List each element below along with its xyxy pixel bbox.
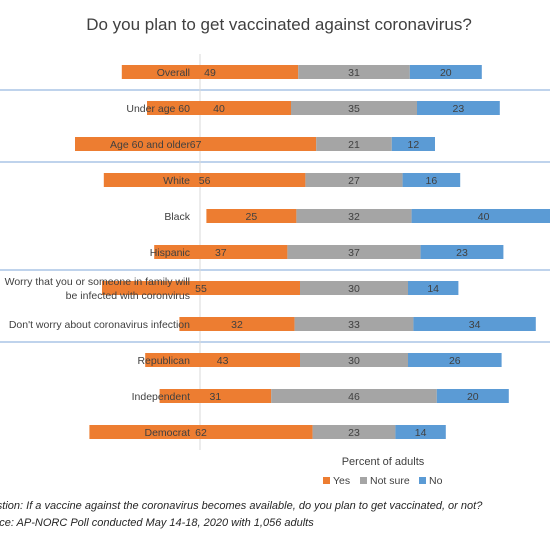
bar-yes	[89, 425, 313, 439]
bar-not-sure	[271, 389, 437, 403]
value-label-yes: 56	[199, 175, 211, 187]
value-label-not-sure: 21	[348, 139, 360, 151]
bar-not-sure	[312, 425, 396, 439]
value-label-yes: 67	[190, 139, 202, 151]
value-label-yes: 40	[213, 103, 225, 115]
category-label: Age 60 and older	[110, 139, 190, 151]
bar-not-sure	[300, 353, 408, 367]
value-label-yes: 32	[231, 319, 243, 331]
value-label-yes: 49	[204, 67, 216, 79]
bar-not-sure	[300, 281, 408, 295]
bar-not-sure	[294, 317, 414, 331]
category-label: Don't worry about coronavirus infection	[9, 319, 190, 331]
bar-yes	[147, 101, 291, 115]
value-label-yes: 31	[210, 391, 222, 403]
value-label-no: 23	[456, 247, 468, 259]
legend-label-yes: Yes	[333, 475, 350, 487]
group-dividers	[0, 89, 550, 343]
category-label: Black	[164, 211, 190, 223]
category-label: Worry that you or someone in family will	[5, 276, 190, 288]
value-label-yes: 55	[195, 283, 207, 295]
value-label-not-sure: 31	[348, 67, 360, 79]
value-label-yes: 37	[215, 247, 227, 259]
bar-yes	[75, 137, 317, 151]
value-label-not-sure: 23	[348, 427, 360, 439]
value-label-no: 23	[453, 103, 465, 115]
question-note: Question: If a vaccine against the coron…	[0, 500, 483, 512]
legend-title: Percent of adults	[342, 456, 425, 468]
value-label-yes: 62	[195, 427, 207, 439]
value-label-no: 20	[440, 67, 452, 79]
value-label-no: 20	[467, 391, 479, 403]
bar-no	[402, 173, 461, 187]
bar-not-sure	[296, 209, 412, 223]
bars: 49 31 20 40 35 23 67 21 12 56 27 16 25 32 40 37 37 23 55 30…	[75, 65, 550, 439]
category-label: be infected with coronvirus	[66, 290, 190, 302]
value-label-no: 26	[449, 355, 461, 367]
bar-no	[409, 65, 482, 79]
value-label-not-sure: 35	[348, 103, 360, 115]
value-label-no: 34	[469, 319, 481, 331]
value-label-yes: 43	[217, 355, 229, 367]
value-label-not-sure: 32	[348, 211, 360, 223]
category-label: Independent	[132, 391, 190, 403]
bar-no	[417, 101, 500, 115]
bar-no	[420, 245, 504, 259]
value-label-yes: 25	[246, 211, 258, 223]
category-label: Overall	[157, 67, 190, 79]
bar-no	[408, 281, 459, 295]
bar-not-sure	[298, 65, 410, 79]
bar-yes	[159, 389, 272, 403]
value-label-not-sure: 27	[348, 175, 360, 187]
bar-no	[413, 317, 536, 331]
chart-title: Do you plan to get vaccinated against co…	[86, 15, 472, 34]
value-label-no: 14	[415, 427, 427, 439]
bar-no	[395, 425, 446, 439]
bar-yes	[179, 317, 295, 331]
value-label-no: 16	[426, 175, 438, 187]
bar-no	[408, 353, 502, 367]
value-label-no: 14	[427, 283, 439, 295]
legend-swatch-not-sure	[360, 477, 367, 484]
bar-yes	[206, 209, 297, 223]
bar-no	[391, 137, 435, 151]
category-label: Under age 60	[126, 103, 190, 115]
legend-label-not-sure: Not sure	[370, 475, 410, 487]
bar-no	[411, 209, 550, 223]
value-label-no: 40	[478, 211, 490, 223]
bar-no	[436, 389, 509, 403]
bar-yes	[145, 353, 300, 367]
bar-yes	[103, 173, 306, 187]
source-note: Source: AP-NORC Poll conducted May 14-18…	[0, 517, 314, 529]
bar-yes	[102, 281, 300, 295]
legend: Yes Not sure No	[323, 475, 443, 487]
bar-not-sure	[291, 101, 417, 115]
value-label-not-sure: 37	[348, 247, 360, 259]
bar-yes	[121, 65, 299, 79]
legend-swatch-no	[419, 477, 426, 484]
bar-not-sure	[316, 137, 392, 151]
value-label-no: 12	[408, 139, 420, 151]
category-labels: Overall Under age 60 Age 60 and older White…	[5, 67, 191, 439]
bar-not-sure	[305, 173, 403, 187]
value-label-not-sure: 30	[348, 355, 360, 367]
value-label-not-sure: 30	[348, 283, 360, 295]
value-label-not-sure: 33	[348, 319, 360, 331]
category-label: Hispanic	[150, 247, 190, 259]
value-label-not-sure: 46	[348, 391, 360, 403]
legend-swatch-yes	[323, 477, 330, 484]
bar-yes	[154, 245, 288, 259]
category-label: White	[163, 175, 190, 187]
legend-label-no: No	[429, 475, 443, 487]
category-label: Republican	[137, 355, 190, 367]
category-label: Democrat	[144, 427, 190, 439]
bar-not-sure	[287, 245, 421, 259]
